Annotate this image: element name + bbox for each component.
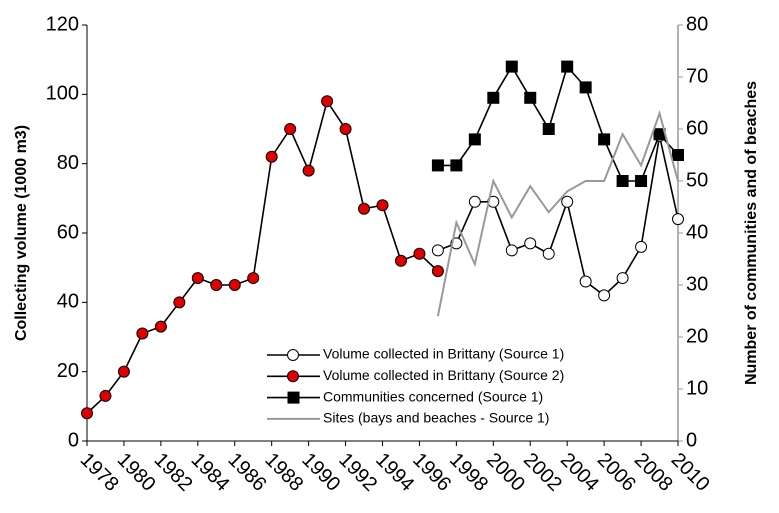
y-tick-label: 20 <box>57 360 79 382</box>
y-axis-title: Collecting volume (1000 m3) <box>13 125 30 341</box>
point <box>579 81 592 94</box>
x-tick-label: 1980 <box>113 449 160 496</box>
y2-tick-label: 60 <box>686 117 708 139</box>
x-tick-label: 1994 <box>371 449 418 496</box>
y-tick-label: 100 <box>46 83 79 105</box>
point <box>339 123 352 135</box>
x-tick-label: 2000 <box>482 449 529 496</box>
x-tick-label: 1988 <box>260 449 307 496</box>
x-tick-label: 1996 <box>408 449 455 496</box>
point <box>487 91 500 104</box>
point <box>635 240 648 253</box>
point <box>413 247 426 260</box>
point <box>542 123 555 135</box>
point <box>598 289 611 302</box>
point <box>598 133 611 146</box>
point <box>394 254 407 267</box>
point <box>376 199 389 212</box>
legend-label: Sites (bays and beaches - Source 1) <box>323 410 549 426</box>
y-tick-label: 40 <box>57 291 79 313</box>
x-tick-label: 2002 <box>519 449 566 496</box>
point <box>672 149 684 161</box>
point <box>284 123 297 135</box>
y2-tick-label: 70 <box>686 65 708 87</box>
point <box>524 237 537 250</box>
point <box>450 159 463 172</box>
point <box>154 320 167 333</box>
y2-tick-label: 50 <box>686 169 708 191</box>
point <box>81 407 93 420</box>
point <box>265 150 278 163</box>
legend-marker <box>287 391 300 404</box>
x-tick-label: 2006 <box>593 449 640 496</box>
legend-marker <box>287 370 299 383</box>
point <box>468 195 481 208</box>
x-tick-label: 1984 <box>187 449 234 496</box>
point <box>358 202 371 215</box>
x-tick-label: 1986 <box>223 449 270 496</box>
y2-tick-label: 0 <box>686 429 697 451</box>
point <box>191 272 204 285</box>
y-tick-label: 120 <box>46 13 79 35</box>
point <box>561 195 574 208</box>
point <box>616 175 629 187</box>
point <box>99 389 112 402</box>
y-tick-label: 60 <box>57 221 79 243</box>
point <box>228 279 241 291</box>
x-tick-label: 2008 <box>630 449 677 496</box>
point <box>505 244 518 257</box>
y2-tick-label: 20 <box>686 325 708 347</box>
point <box>561 60 574 73</box>
y-tick-label: 80 <box>57 152 79 174</box>
x-tick-label: 2004 <box>556 449 603 496</box>
point <box>616 272 629 285</box>
legend-marker <box>287 349 299 361</box>
point <box>173 296 186 309</box>
x-tick-label: 2010 <box>667 449 714 496</box>
point <box>431 265 444 278</box>
point <box>672 213 684 226</box>
legend-label: Communities concerned (Source 1) <box>323 388 543 404</box>
point <box>505 60 518 73</box>
x-tick-label: 1998 <box>445 449 492 496</box>
x-tick-label: 1982 <box>150 449 197 496</box>
y2-axis-title: Number of communities and of beaches <box>743 81 760 385</box>
y2-tick-label: 30 <box>686 273 708 295</box>
y2-tick-label: 40 <box>686 221 708 243</box>
y-tick-label: 0 <box>68 429 79 451</box>
y2-tick-label: 10 <box>686 377 708 399</box>
y2-tick-label: 80 <box>686 13 708 35</box>
x-tick-label: 1992 <box>334 449 381 496</box>
legend-label: Volume collected in Brittany (Source 2) <box>323 367 564 383</box>
point <box>524 91 537 104</box>
series-line <box>436 110 679 317</box>
point <box>542 247 555 260</box>
point <box>579 275 592 288</box>
point <box>635 175 648 187</box>
point <box>321 95 334 108</box>
point <box>431 244 444 257</box>
point <box>210 279 223 291</box>
x-tick-label: 1978 <box>76 449 123 496</box>
legend-label: Volume collected in Brittany (Source 1) <box>323 346 564 362</box>
point <box>117 365 130 378</box>
x-tick-label: 1990 <box>297 449 344 496</box>
point <box>431 159 444 172</box>
point <box>136 327 149 340</box>
point <box>247 272 260 285</box>
point <box>468 133 481 146</box>
point <box>302 164 315 177</box>
